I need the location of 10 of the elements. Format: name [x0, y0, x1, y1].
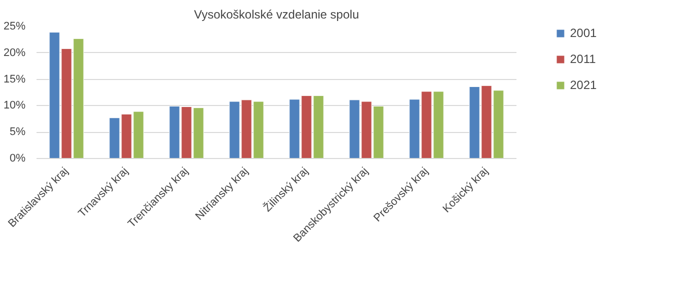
y-tick-label: 10% [3, 100, 26, 112]
y-tick-label: 15% [3, 73, 26, 86]
chart-title: Vysokoškolské vzdelanie spolu [194, 8, 359, 22]
legend-label: 2001 [570, 26, 598, 40]
legend-label: 2021 [570, 78, 598, 92]
legend-label: 2011 [570, 52, 597, 66]
y-tick-label: 25% [3, 20, 26, 32]
y-tick-label: 5% [10, 126, 26, 138]
y-tick-label: 0% [10, 152, 26, 164]
y-tick-label: 20% [3, 46, 26, 59]
